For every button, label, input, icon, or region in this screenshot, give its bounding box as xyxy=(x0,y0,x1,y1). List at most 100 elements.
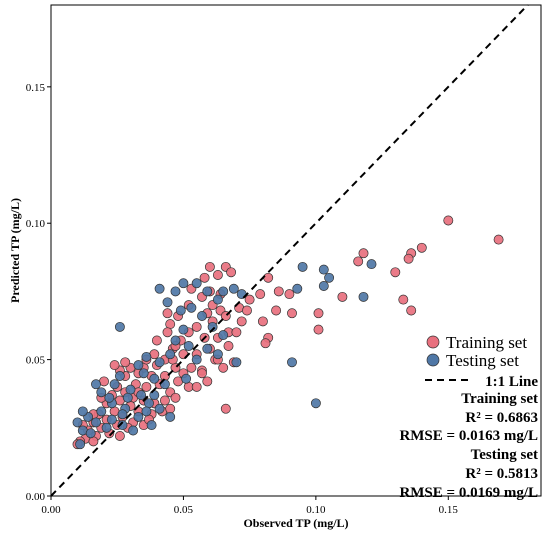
training-point-112 xyxy=(236,316,247,327)
x-ticks: 0.00 0.05 0.10 0.15 xyxy=(41,496,458,516)
training-point-10 xyxy=(337,291,348,302)
testing-point-52 xyxy=(128,425,139,436)
training-point-106 xyxy=(218,362,229,373)
testing-point-62 xyxy=(91,379,101,390)
training-point-46 xyxy=(151,335,162,346)
training-point-9 xyxy=(353,256,364,267)
x-axis-title: Observed TP (mg/L) xyxy=(243,516,348,530)
legend-marker-training xyxy=(426,335,440,349)
testing-point-51 xyxy=(117,420,128,431)
testing-point-22 xyxy=(207,321,218,332)
training-point-75 xyxy=(170,392,181,403)
testing-point-30 xyxy=(165,349,176,360)
x-tick-label: 0.15 xyxy=(439,504,459,516)
testing-point-59 xyxy=(85,428,96,439)
testing-point-9 xyxy=(228,283,239,294)
training-point-26 xyxy=(199,272,210,283)
testing-point-21 xyxy=(197,311,207,321)
training-point-120 xyxy=(191,381,202,392)
training-point-34 xyxy=(191,321,202,332)
training-point-6 xyxy=(398,294,409,305)
stats-training-rmse: RMSE = 0.0163 mg/L xyxy=(399,428,538,444)
training-point-19 xyxy=(242,305,252,316)
training-point-14 xyxy=(271,305,282,316)
training-point-20 xyxy=(257,316,268,327)
training-point-121 xyxy=(220,403,231,414)
training-point-17 xyxy=(255,289,266,300)
training-point-8 xyxy=(358,248,369,259)
training-point-42 xyxy=(162,308,173,319)
testing-point-38 xyxy=(114,371,125,381)
training-point-11 xyxy=(313,308,324,319)
testing-point-23 xyxy=(218,330,229,341)
testing-point-28 xyxy=(212,349,223,360)
testing-point-16 xyxy=(170,286,181,297)
testing-point-57 xyxy=(72,417,83,428)
y-axis-title: Predicted TP (mg/L) xyxy=(8,198,22,303)
stats-testing-rmse: RMSE = 0.0169 mg/L xyxy=(399,485,538,501)
x-tick-label: 0.10 xyxy=(306,504,326,516)
y-tick-label: 0.00 xyxy=(26,491,46,503)
testing-point-8 xyxy=(310,398,321,409)
training-point-4 xyxy=(403,253,414,264)
legend-label-testing: Testing set xyxy=(446,351,519,370)
training-point-113 xyxy=(244,294,255,305)
testing-point-41 xyxy=(136,390,147,401)
testing-point-17 xyxy=(154,283,165,294)
testing-point-60 xyxy=(75,439,86,450)
testing-point-46 xyxy=(133,411,144,422)
testing-point-54 xyxy=(91,417,101,428)
training-point-110 xyxy=(260,338,271,349)
training-point-23 xyxy=(226,267,237,278)
testing-point-31 xyxy=(154,357,165,368)
training-point-59 xyxy=(159,371,170,381)
training-point-16 xyxy=(273,286,284,297)
testing-point-33 xyxy=(133,360,144,371)
y-ticks: 0.00 0.05 0.10 0.15 xyxy=(26,82,51,503)
testing-point-12 xyxy=(212,294,223,305)
stats-training-r2: R² = 0.6863 xyxy=(465,410,538,426)
testing-point-43 xyxy=(154,403,165,414)
statistics-box: Training set R² = 0.6863 RMSE = 0.0163 m… xyxy=(399,391,538,501)
testing-point-20 xyxy=(186,302,197,313)
testing-point-7 xyxy=(287,357,297,368)
testing-point-25 xyxy=(170,335,181,346)
training-point-126 xyxy=(202,376,213,387)
testing-point-26 xyxy=(183,341,194,351)
testing-point-39 xyxy=(109,379,120,390)
training-point-122 xyxy=(120,357,131,368)
training-point-104 xyxy=(109,360,120,371)
testing-point-6 xyxy=(358,291,369,302)
testing-point-40 xyxy=(125,384,136,395)
training-point-2 xyxy=(416,242,427,253)
testing-point-14 xyxy=(191,278,202,289)
one-to-one-line xyxy=(50,4,529,497)
training-point-45 xyxy=(162,327,173,338)
training-point-105 xyxy=(197,368,207,379)
training-point-12 xyxy=(313,324,324,335)
x-tick-label: 0.05 xyxy=(174,504,194,516)
testing-point-15 xyxy=(178,278,189,289)
training-point-41 xyxy=(165,319,176,330)
training-point-0 xyxy=(493,234,504,245)
testing-point-56 xyxy=(77,406,88,417)
testing-point-49 xyxy=(96,406,107,417)
testing-point-18 xyxy=(162,297,173,308)
training-point-13 xyxy=(287,308,297,319)
training-point-24 xyxy=(204,261,215,272)
testing-point-44 xyxy=(165,411,176,422)
training-point-7 xyxy=(406,305,417,316)
training-point-5 xyxy=(390,267,401,278)
training-point-108 xyxy=(223,341,234,351)
legend-label-1to1: 1:1 Line xyxy=(485,374,538,390)
testing-point-67 xyxy=(122,392,133,403)
y-tick-label: 0.10 xyxy=(26,218,46,230)
y-tick-label: 0.05 xyxy=(26,355,46,367)
stats-testing-r2: R² = 0.5813 xyxy=(465,466,538,482)
legend-label-training: Training set xyxy=(446,333,527,352)
testing-point-50 xyxy=(106,414,117,425)
testing-point-24 xyxy=(178,324,189,335)
training-point-109 xyxy=(231,327,242,338)
testing-point-11 xyxy=(218,286,229,297)
